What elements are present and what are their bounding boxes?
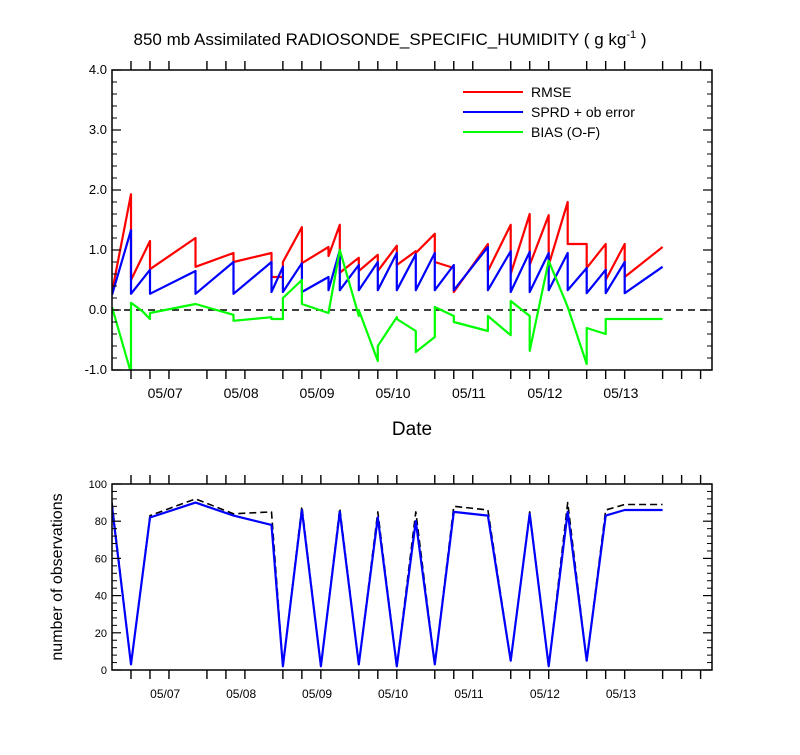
bottom-y-axis-label: number of observations <box>49 493 66 660</box>
top-series-line-sprd-ob-error <box>112 229 664 296</box>
bottom-ytick-label: 20 <box>95 628 107 640</box>
top-series-group <box>112 193 664 370</box>
legend-label-bias: BIAS (O-F) <box>531 124 600 140</box>
top-xtick-label: 05/07 <box>148 385 183 401</box>
top-ytick-label: 3.0 <box>89 122 107 137</box>
legend-label-rmse: RMSE <box>531 84 571 100</box>
bottom-plot-frame <box>111 483 713 671</box>
top-ytick-label: 4.0 <box>89 62 107 77</box>
top-xtick-label: 05/11 <box>452 385 486 401</box>
top-ytick-label: 0.0 <box>89 302 107 317</box>
top-xtick-label: 05/09 <box>300 385 335 401</box>
top-xtick-label: 05/13 <box>603 385 638 401</box>
bottom-xtick-label: 05/13 <box>606 687 636 701</box>
bottom-xtick-label: 05/09 <box>302 687 332 701</box>
top-plot-frame <box>111 69 713 371</box>
bottom-series-group <box>112 498 663 668</box>
bottom-ytick-label: 80 <box>95 516 107 528</box>
chart-title: 850 mb Assimilated RADIOSONDE_SPECIFIC_H… <box>134 29 647 49</box>
top-xtick-label: 05/10 <box>375 385 410 401</box>
bottom-xtick-label: 05/07 <box>150 687 180 701</box>
top-xtick-label: 05/08 <box>224 385 259 401</box>
top-axes-group: -1.0 0.0 1.0 2.0 3.0 4.0 05/07 05/08 05/09 05/10 0… <box>85 61 712 401</box>
bottom-xtick-label: 05/11 <box>454 687 483 701</box>
legend: RMSE SPRD + ob error BIAS (O-F) <box>463 84 635 140</box>
legend-label-sprd: SPRD + ob error <box>531 104 635 120</box>
bottom-series-line-assimilated <box>112 501 663 668</box>
bottom-axes-group: 0 20 40 60 80 100 05/07 05/08 05/09 05/10 05/11 05/… <box>89 475 712 701</box>
bottom-series-line-possible <box>112 498 663 668</box>
bottom-ytick-label: 40 <box>95 591 107 603</box>
top-xtick-label: 05/12 <box>527 385 562 401</box>
bottom-xtick-label: 05/08 <box>226 687 256 701</box>
bottom-ytick-label: 60 <box>95 553 107 565</box>
top-ytick-label: 1.0 <box>89 242 107 257</box>
top-ytick-label: -1.0 <box>85 362 107 377</box>
top-x-axis-label: Date <box>392 419 432 440</box>
bottom-xtick-label: 05/12 <box>530 687 560 701</box>
top-series-line-bias-o-f <box>112 248 663 370</box>
top-ytick-label: 2.0 <box>89 182 107 197</box>
bottom-ytick-label: 100 <box>89 479 107 491</box>
bottom-ytick-label: 0 <box>101 665 107 677</box>
bottom-xtick-label: 05/10 <box>378 687 408 701</box>
